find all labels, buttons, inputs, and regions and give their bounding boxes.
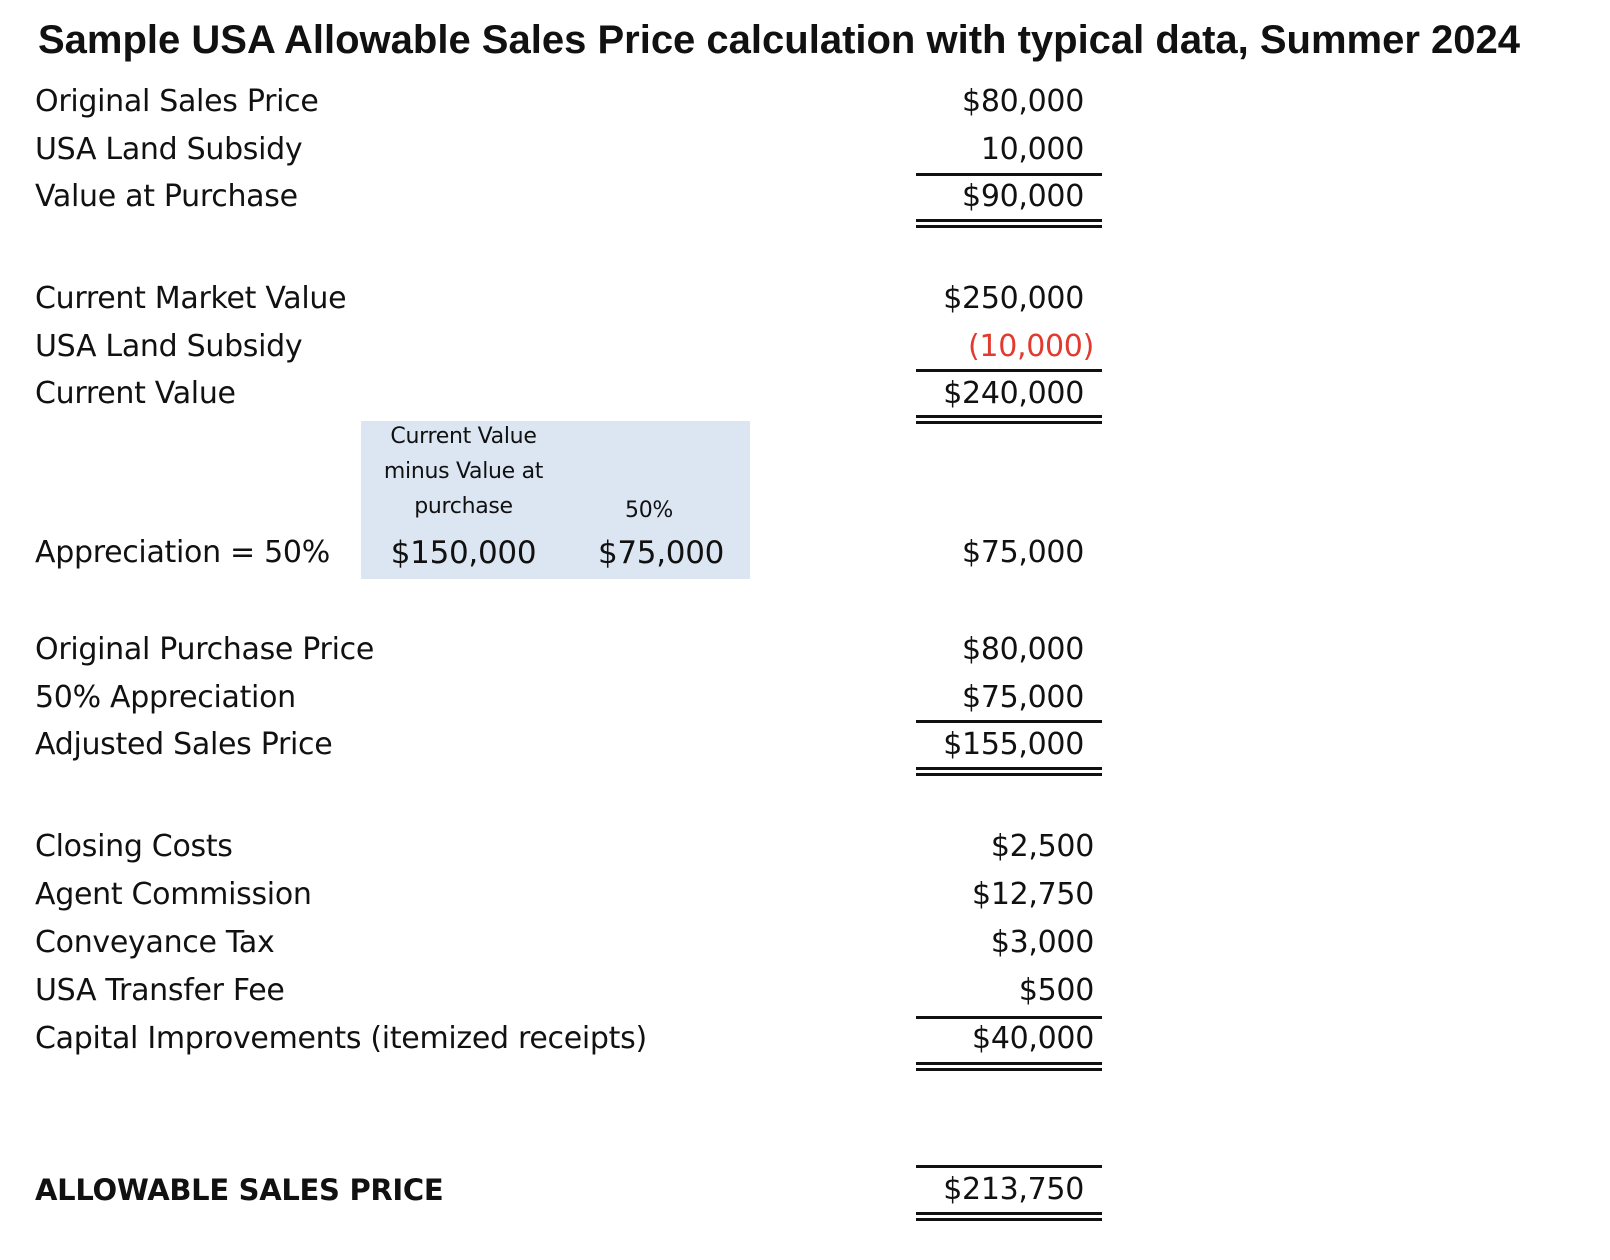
appreciation-value: $75,000 (962, 535, 1084, 570)
appreciation-label: Appreciation = 50% (35, 535, 330, 570)
total-double-rule (916, 219, 1102, 228)
appreciation-calculation-box: Current Value minus Value at purchase 50… (361, 421, 750, 579)
allowable-sales-price-value: $213,750 (943, 1172, 1084, 1207)
value-at-purchase-label: Value at Purchase (35, 179, 298, 214)
original-purchase-price-value: $80,000 (962, 632, 1084, 667)
percent-value: $75,000 (597, 535, 725, 571)
agent-commission-label: Agent Commission (35, 877, 312, 912)
closing-costs-label: Closing Costs (35, 829, 233, 864)
subtotal-rule (916, 720, 1102, 723)
current-value-value: $240,000 (943, 376, 1084, 411)
capital-improvements-label: Capital Improvements (itemized receipts) (35, 1021, 647, 1056)
usa-transfer-fee-label: USA Transfer Fee (35, 973, 285, 1008)
conveyance-tax-value: $3,000 (990, 925, 1094, 960)
difference-value: $150,000 (390, 535, 537, 571)
usa-land-subsidy-current-label: USA Land Subsidy (35, 329, 303, 364)
current-value-label: Current Value (35, 376, 236, 411)
usa-transfer-fee-value: $500 (1018, 973, 1094, 1008)
closing-costs-value: $2,500 (990, 829, 1094, 864)
usa-land-subsidy-value: 10,000 (980, 132, 1084, 167)
value-at-purchase-value: $90,000 (962, 179, 1084, 214)
total-double-rule (916, 415, 1102, 424)
original-sales-price-label: Original Sales Price (35, 84, 319, 119)
adjusted-sales-price-value: $155,000 (943, 727, 1084, 762)
difference-header-line-1: Current Value (390, 424, 537, 449)
allowable-sales-price-label: ALLOWABLE SALES PRICE (35, 1173, 444, 1207)
difference-header-line-3: purchase (414, 494, 513, 519)
final-double-rule (916, 1212, 1102, 1221)
total-double-rule (916, 767, 1102, 776)
capital-improvements-value: $40,000 (972, 1021, 1094, 1056)
total-double-rule (916, 1062, 1102, 1071)
fifty-percent-appreciation-value: $75,000 (962, 680, 1084, 715)
subtotal-rule (916, 1016, 1102, 1019)
current-market-value-label: Current Market Value (35, 281, 347, 316)
usa-land-subsidy-label: USA Land Subsidy (35, 132, 303, 167)
conveyance-tax-label: Conveyance Tax (35, 925, 275, 960)
subtotal-rule (916, 173, 1102, 176)
final-top-rule (916, 1165, 1102, 1168)
percent-header: 50% (625, 498, 673, 523)
difference-header: Current Value minus Value at purchase (361, 419, 566, 524)
fifty-percent-appreciation-label: 50% Appreciation (35, 680, 296, 715)
page-title: Sample USA Allowable Sales Price calcula… (38, 18, 1521, 62)
agent-commission-value: $12,750 (972, 877, 1094, 912)
subtotal-rule (916, 369, 1102, 372)
adjusted-sales-price-label: Adjusted Sales Price (35, 727, 333, 762)
original-purchase-price-label: Original Purchase Price (35, 632, 374, 667)
difference-header-line-2: minus Value at (383, 459, 544, 484)
usa-land-subsidy-current-value: (10,000) (968, 329, 1094, 364)
current-market-value-value: $250,000 (943, 281, 1084, 316)
original-sales-price-value: $80,000 (962, 84, 1084, 119)
